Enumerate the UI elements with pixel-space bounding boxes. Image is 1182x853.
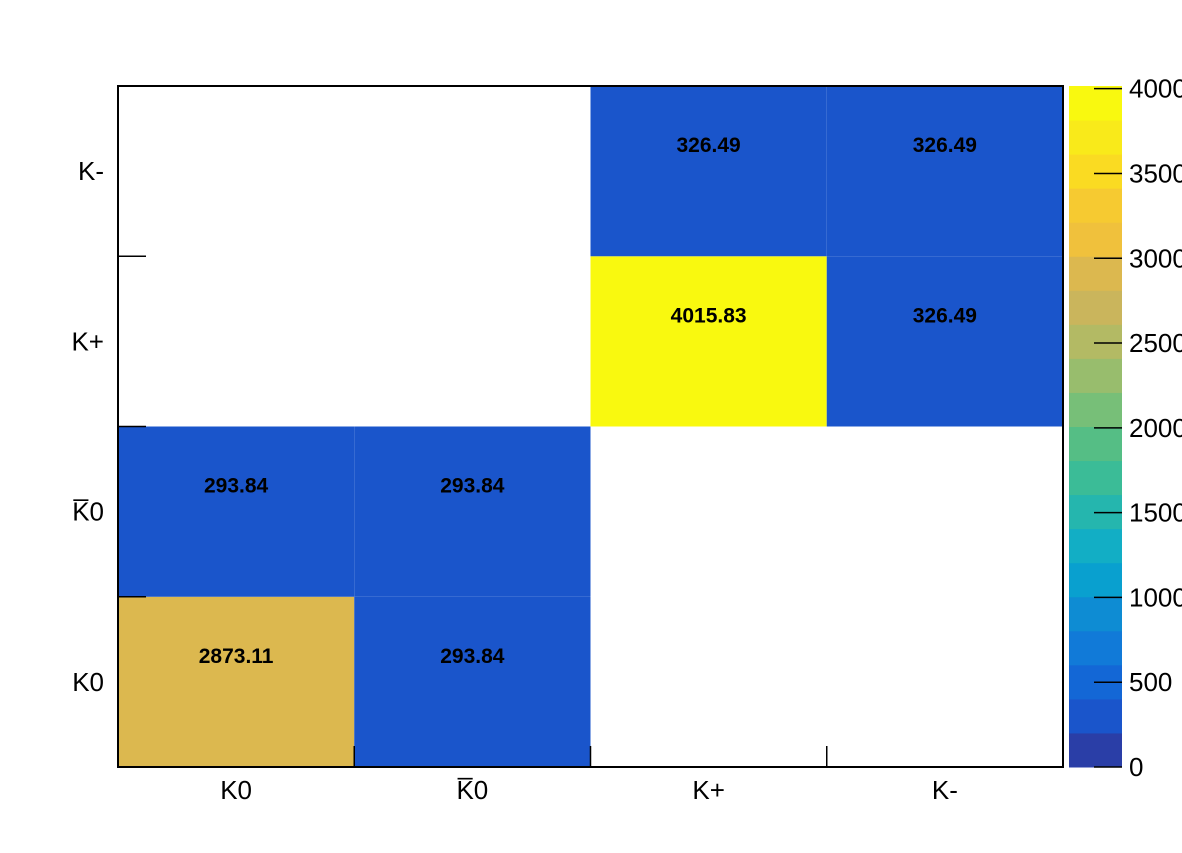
x-tick-label: K- (932, 775, 958, 805)
colorbar-band (1069, 698, 1122, 734)
y-tick-label: K+ (71, 326, 104, 356)
colorbar-band (1069, 222, 1122, 257)
colorbar-band (1069, 86, 1122, 121)
colorbar-band (1069, 596, 1122, 632)
y-tick-label: K- (78, 156, 104, 186)
x-axis-tick-labels: K0 K̅0 K+ K- (220, 775, 958, 805)
cell-value-label: 2873.11 (199, 645, 274, 668)
heatmap-cell (354, 596, 591, 767)
colorbar-tick-label: 3500 (1129, 158, 1182, 188)
colorbar-band (1069, 358, 1122, 393)
colorbar-band (1069, 154, 1122, 189)
colorbar-band (1069, 120, 1122, 155)
cell-value-label: 293.84 (440, 475, 505, 498)
heatmap-cell (118, 596, 355, 767)
colorbar-tick-label: 1000 (1129, 582, 1182, 612)
colorbar-tick-label: 500 (1129, 667, 1172, 697)
cell-value-label: 293.84 (204, 475, 269, 498)
colorbar-band (1069, 494, 1122, 530)
cell-value-label: 326.49 (913, 304, 977, 327)
y-tick-label: K0 (72, 667, 104, 697)
colorbar-band (1069, 426, 1122, 462)
y-tick-label: K̅0 (72, 497, 104, 527)
colorbar-band (1069, 188, 1122, 223)
cell-value-label: 326.49 (913, 134, 977, 157)
colorbar-band (1069, 528, 1122, 564)
colorbar-band (1069, 290, 1122, 325)
cell-value-label: 4015.83 (671, 304, 747, 327)
colorbar-tick-label: 0 (1129, 752, 1143, 782)
colorbar-tick-label: 3000 (1129, 243, 1182, 273)
colorbar-band (1069, 324, 1122, 359)
y-axis-tick-labels: K0 K̅0 K+ K- (71, 156, 104, 697)
colorbar-band (1069, 562, 1122, 598)
colorbar-tick-label: 2500 (1129, 328, 1182, 358)
colorbar-tick-label: 2000 (1129, 413, 1182, 443)
colorbar-band (1069, 732, 1122, 768)
heatmap-cell (354, 426, 591, 597)
colorbar-band (1069, 256, 1122, 291)
colorbar-tick-label: 1500 (1129, 498, 1182, 528)
colorbar-tick-labels: 0 500 1000 1500 2000 2500 3000 3500 4000 (1129, 74, 1182, 782)
colorbar-tick-label: 4000 (1129, 74, 1182, 104)
cell-value-label: 293.84 (440, 645, 505, 668)
cell-labels: 2873.11 293.84 293.84 293.84 4015.83 326.49 32… (199, 134, 977, 668)
colorbar (1069, 86, 1122, 768)
heatmap-cells (118, 86, 1063, 767)
heatmap-cell (826, 256, 1063, 427)
colorbar-band (1069, 392, 1122, 427)
colorbar-band (1069, 630, 1122, 666)
x-tick-label: K+ (692, 775, 725, 805)
cell-value-label: 326.49 (677, 134, 741, 157)
heatmap-cell (590, 256, 827, 427)
heatmap-cell (590, 86, 827, 257)
axis-ticks (118, 255, 828, 767)
x-tick-label: K̅0 (456, 775, 488, 805)
x-tick-label: K0 (220, 775, 252, 805)
heatmap-cell (118, 426, 355, 597)
heatmap-cell (826, 86, 1063, 257)
colorbar-band (1069, 460, 1122, 496)
